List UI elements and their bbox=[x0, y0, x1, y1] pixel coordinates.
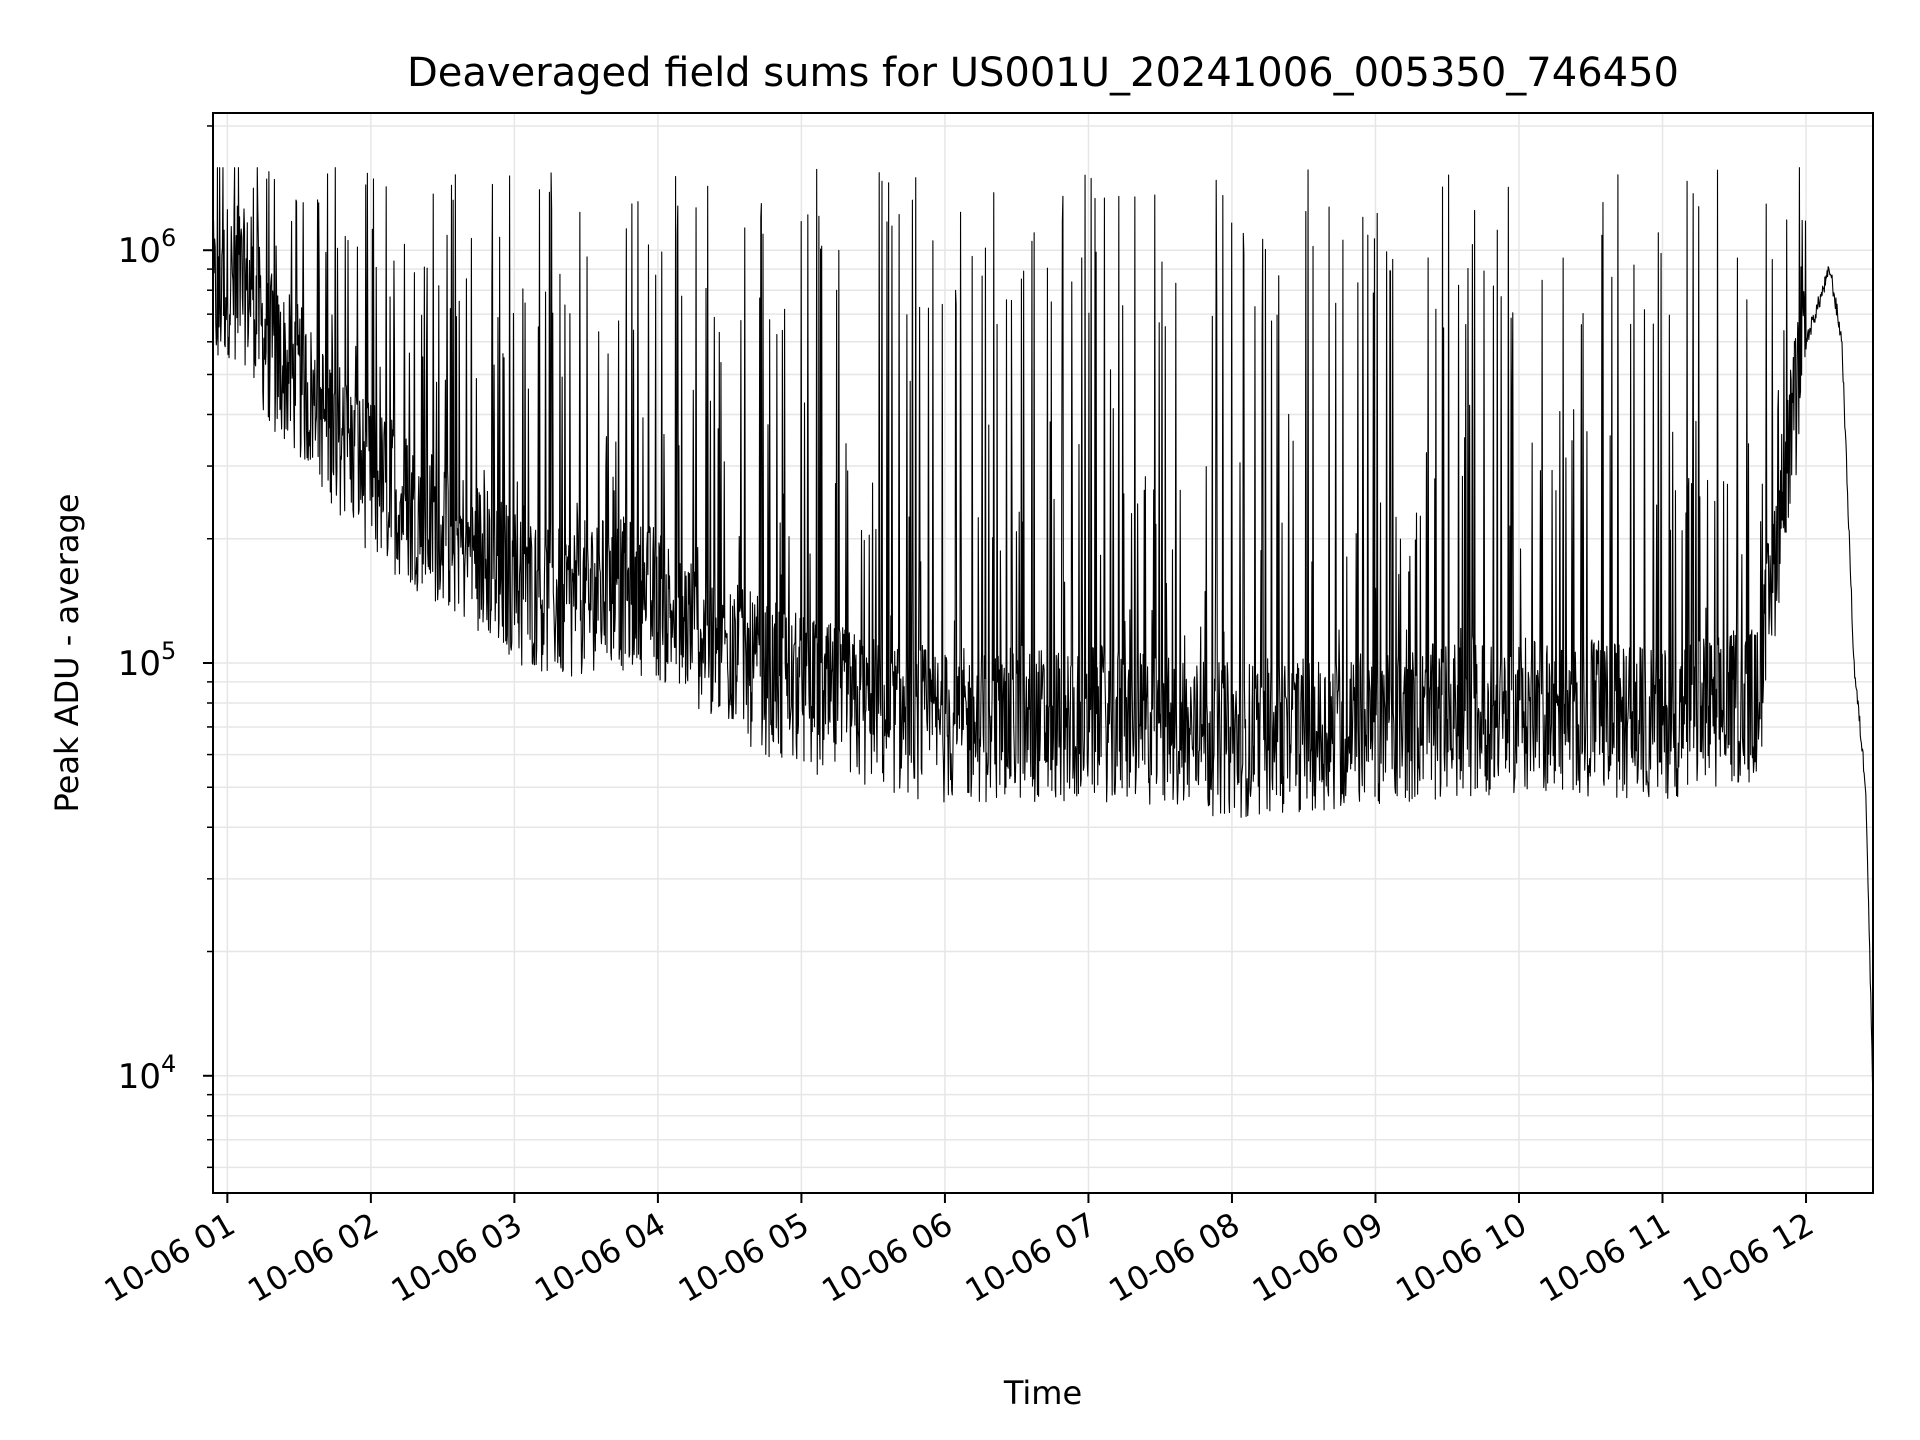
x-tick-label: 10-06 07 bbox=[959, 1205, 1103, 1310]
x-tick-label: 10-06 01 bbox=[98, 1205, 242, 1310]
y-tick-label: 10 bbox=[118, 644, 161, 684]
y-axis-label: Peak ADU - average bbox=[48, 494, 86, 813]
x-tick-label: 10-06 11 bbox=[1533, 1205, 1677, 1310]
x-tick-label: 10-06 10 bbox=[1389, 1205, 1533, 1310]
y-tick-exponent: 5 bbox=[161, 637, 176, 665]
y-tick-exponent: 6 bbox=[161, 224, 176, 252]
y-tick-label: 10 bbox=[118, 231, 161, 271]
series-line-group bbox=[212, 167, 1874, 1103]
series-line bbox=[212, 167, 1874, 1103]
y-tick-exponent: 4 bbox=[161, 1050, 176, 1078]
x-tick-label: 10-06 12 bbox=[1676, 1205, 1820, 1310]
x-tick-label: 10-06 02 bbox=[241, 1205, 385, 1310]
x-tick-label: 10-06 09 bbox=[1246, 1205, 1390, 1310]
x-tick-label: 10-06 08 bbox=[1102, 1205, 1246, 1310]
x-tick-label: 10-06 06 bbox=[815, 1205, 959, 1310]
x-axis-ticks: 10-06 01 10-06 02 10-06 03 10-06 04 10-06 05… bbox=[98, 1193, 1820, 1310]
x-tick-label: 10-06 03 bbox=[385, 1205, 529, 1310]
x-axis-label: Time bbox=[1003, 1374, 1082, 1412]
y-tick-label: 10 bbox=[118, 1057, 161, 1097]
plot-frame bbox=[212, 112, 1874, 1194]
x-tick-label: 10-06 05 bbox=[672, 1205, 816, 1310]
x-tick-label: 10-06 04 bbox=[528, 1205, 672, 1310]
chart-title: Deaveraged field sums for US001U_2024100… bbox=[407, 50, 1679, 96]
